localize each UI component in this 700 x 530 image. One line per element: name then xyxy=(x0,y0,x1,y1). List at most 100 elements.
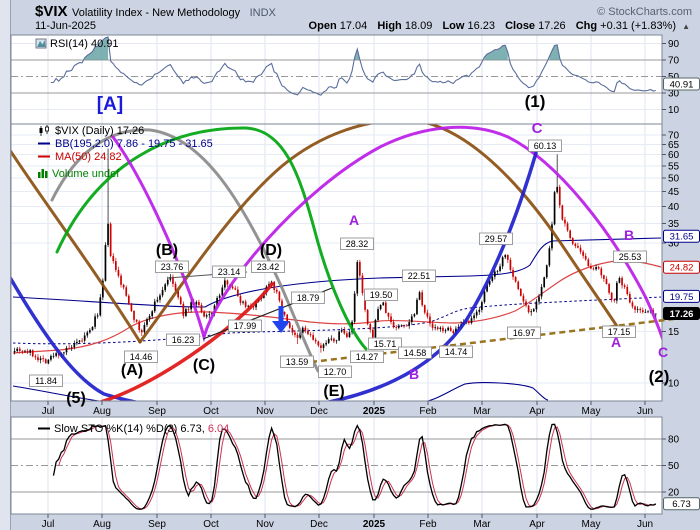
axis-tick-label: 10 xyxy=(668,105,680,116)
price-label-text: 60.13 xyxy=(534,141,557,151)
price-label-text: 16.97 xyxy=(513,328,536,338)
chart-date: 11-Jun-2025 xyxy=(35,20,96,32)
price-label: 11.84 xyxy=(29,374,63,387)
month-label: Apr xyxy=(529,406,545,417)
elliott-wave-label: C xyxy=(658,344,668,360)
price-axis-box: 31.65 xyxy=(663,229,700,243)
bb-upper-band xyxy=(12,237,662,308)
axis-tick-label: 30 xyxy=(668,239,680,250)
elliott-wave-label: (E) xyxy=(323,383,344,400)
elliott-wave-label: (D) xyxy=(260,242,282,259)
price-label-text: 29.57 xyxy=(485,234,508,244)
price-label: 16.97 xyxy=(507,326,541,339)
red-cycle xyxy=(99,282,274,401)
price-label-text: 12.70 xyxy=(324,367,347,377)
price-label: 14.27 xyxy=(350,350,384,363)
price-label: 17.15 xyxy=(602,325,636,338)
price-label: 25.53 xyxy=(613,250,647,263)
axis-tick-label: 50 xyxy=(668,461,680,472)
month-label: Jun xyxy=(637,519,653,530)
rsi-value-box: 40.91 xyxy=(663,77,700,91)
axis-tick-label: 15 xyxy=(668,327,680,338)
axis-value: 19.75 xyxy=(670,292,694,303)
ma50-line xyxy=(12,260,662,354)
axis-tick-label: 90 xyxy=(668,39,680,50)
elliott-wave-label: B xyxy=(409,366,419,382)
price-label-text: 16.23 xyxy=(172,335,195,345)
elliott-wave-label: (C) xyxy=(193,357,215,374)
price-label-text: 28.32 xyxy=(346,239,369,249)
price-label-text: 11.84 xyxy=(35,376,57,386)
month-label: May xyxy=(582,519,601,530)
ma-legend: MA(50) 24.82 xyxy=(55,151,122,163)
axis-tick-label: 45 xyxy=(668,187,680,198)
price-label: 17.99 xyxy=(228,319,262,332)
month-label: Sep xyxy=(148,519,166,530)
green-cycle xyxy=(55,126,368,351)
price-label-text: 14.58 xyxy=(404,348,427,358)
price-label-text: 23.42 xyxy=(257,262,280,272)
month-label: Jul xyxy=(42,406,55,417)
gray-cycle xyxy=(50,128,320,373)
month-label: Mar xyxy=(473,519,491,530)
price-label: 16.23 xyxy=(166,333,200,346)
month-label: Mar xyxy=(473,406,491,417)
price-label-text: 23.76 xyxy=(161,262,184,272)
price-label: 14.74 xyxy=(439,345,473,358)
month-label: Oct xyxy=(203,406,219,417)
price-axis-box: 19.75 xyxy=(663,289,700,303)
axis-tick-label: 40 xyxy=(668,202,680,213)
rsi-series xyxy=(50,36,656,96)
price-label-text: 18.79 xyxy=(297,293,320,303)
chart-title-line: $VIX Volatility Index - New Methodology … xyxy=(35,3,276,21)
price-label: 13.59 xyxy=(280,355,314,368)
month-label: May xyxy=(582,406,601,417)
rsi-line xyxy=(50,36,656,96)
down-arrow-icon xyxy=(278,306,284,321)
price-label-text: 22.51 xyxy=(408,271,431,281)
axis-tick-label: 35 xyxy=(668,219,680,230)
elliott-wave-label: B xyxy=(624,227,634,243)
close-label: Close xyxy=(505,20,536,32)
sto-percent-d-line xyxy=(58,424,656,510)
elliott-wave-label: (2) xyxy=(649,367,670,386)
axis-value: 24.82 xyxy=(670,263,694,274)
price-legend-icon xyxy=(39,125,49,136)
elliott-wave-label: A xyxy=(349,212,359,228)
elliott-wave-label: (1) xyxy=(525,92,546,111)
axis-tick-label: 60 xyxy=(668,150,680,161)
axis-value: 31.65 xyxy=(670,232,694,243)
price-label: 29.57 xyxy=(479,232,513,245)
price-label: 23.76 xyxy=(155,260,189,273)
month-label: Nov xyxy=(256,406,274,417)
month-label: Jul xyxy=(42,519,55,530)
axis-tick-label: 65 xyxy=(668,140,680,151)
month-label: Apr xyxy=(529,519,545,530)
axis-value: 40.91 xyxy=(670,79,694,90)
elliott-wave-label: (B) xyxy=(156,242,178,259)
price-label: 14.46 xyxy=(124,350,158,363)
purple-cycle xyxy=(111,125,662,343)
cycle-arcs xyxy=(11,124,662,401)
rsi-overbought-fill xyxy=(354,49,360,60)
month-label: Aug xyxy=(93,406,111,417)
price-label: 12.70 xyxy=(318,365,352,378)
month-label: Oct xyxy=(203,519,219,530)
price-label-text: 13.59 xyxy=(286,357,309,367)
price-label-text: 23.14 xyxy=(218,267,241,277)
price-axis-box: 24.82 xyxy=(663,260,700,274)
price-label: 19.50 xyxy=(364,288,398,301)
axis-value: 6.73 xyxy=(672,499,691,510)
down-arrow-icon xyxy=(272,321,290,333)
sto-value-box: 6.73 xyxy=(663,497,700,511)
rsi-legend: RSI(14) 40.91 xyxy=(50,38,118,50)
price-label-text: 17.15 xyxy=(608,327,631,337)
close-value: 17.26 xyxy=(538,20,566,32)
price-label: 28.32 xyxy=(340,237,374,250)
rsi-overbought-fill xyxy=(484,45,508,60)
axis-tick-label: 20 xyxy=(668,487,680,498)
low-label: Low xyxy=(442,20,465,32)
elliott-wave-label: (A) xyxy=(121,362,143,379)
axis-tick-label: 70 xyxy=(668,56,680,67)
down-arrow-annotation xyxy=(272,306,290,333)
